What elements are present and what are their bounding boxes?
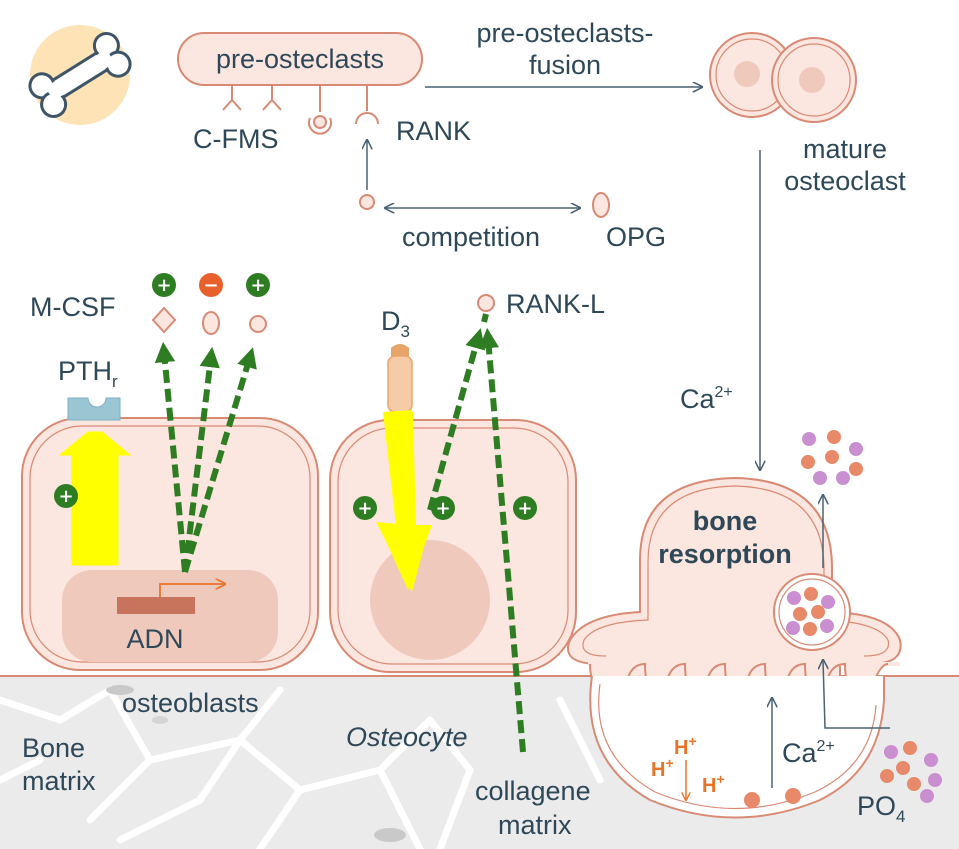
- mature-osteoclast-label-line2: osteoclast: [784, 166, 906, 196]
- m-csf-icon: [151, 306, 177, 334]
- lacuna-mineral-1: [744, 792, 760, 808]
- mineral-vesicle-icon: [773, 573, 851, 651]
- d3-label: D3: [381, 306, 410, 341]
- rank-l-label: RANK-L: [506, 289, 605, 319]
- mature-osteoclast-label-line1: mature: [803, 134, 887, 164]
- plus-badge-mcsf: +: [152, 273, 176, 297]
- green-arrow-collagen-rankl: [478, 327, 526, 753]
- svg-text:+: +: [517, 498, 532, 519]
- adn-label: ADN: [126, 624, 183, 654]
- osteocyte-cell: [329, 419, 577, 673]
- collagene-matrix-label-line2: matrix: [498, 810, 572, 840]
- osteoblasts-label: osteoblasts: [122, 688, 259, 718]
- rank-l-top-icon: [477, 294, 495, 312]
- plus-badge-osteocyte-3: +: [513, 496, 537, 520]
- svg-text:−: −: [203, 275, 218, 296]
- minus-badge-opg: −: [199, 273, 223, 297]
- green-arrow-osteocyte-rankl: [427, 328, 486, 511]
- plus-badge-osteocyte-2: +: [431, 496, 455, 520]
- plus-badge-osteocyte-1: +: [353, 496, 377, 520]
- pre-osteoclasts-box: pre-osteclasts: [177, 32, 423, 86]
- opg-molecule-icon: [202, 311, 220, 335]
- green-arrow-opg: [182, 346, 220, 573]
- transcription-arrow-icon: [159, 584, 225, 597]
- vesicle-uptake-arrow: [823, 660, 890, 729]
- osteocyte-label: Osteocyte: [346, 722, 468, 752]
- osteoblast-cell: ADN: [21, 417, 319, 671]
- osteoblast-nucleus: [62, 570, 278, 662]
- osteocyte-nucleus: [370, 540, 490, 660]
- h-plus-label-3: H+: [702, 771, 725, 797]
- lacuna-mineral-2: [785, 788, 801, 804]
- fusion-label-line2: fusion: [529, 50, 601, 80]
- d3-receptor-icon: [387, 344, 413, 413]
- opg-icon: [592, 192, 610, 218]
- bone-matrix-label-line2: matrix: [22, 766, 96, 796]
- bone-matrix-label-line1: Bone: [22, 733, 85, 763]
- rank-l-molecule-icon: [249, 315, 267, 333]
- fusion-label-line1: pre-osteclasts-: [476, 18, 653, 48]
- collagene-matrix-label-line1: collagene: [475, 776, 591, 806]
- plus-badge-osteoblast: +: [54, 484, 78, 508]
- ca2-bottom-label: Ca2+: [782, 738, 835, 768]
- svg-text:+: +: [156, 275, 171, 296]
- m-csf-label: M-CSF: [30, 292, 115, 322]
- bone-icon: [28, 25, 132, 125]
- c-fms-label: C-FMS: [193, 124, 278, 154]
- h-plus-label-2: H+: [651, 755, 674, 781]
- svg-text:+: +: [357, 498, 372, 519]
- adn-gene-icon: [117, 597, 195, 614]
- pre-osteoclasts-label: pre-osteclasts: [216, 44, 384, 74]
- receptor-bound-icon: [308, 86, 332, 135]
- po4-minerals-icon: [880, 741, 942, 803]
- svg-text:+: +: [58, 486, 73, 507]
- mature-osteoclast-icon: [709, 32, 857, 123]
- competition-label: competition: [402, 222, 540, 252]
- green-arrow-rankl-top: [481, 313, 489, 323]
- rank-l-ligand-icon: [359, 194, 375, 210]
- rank-label: RANK: [396, 116, 471, 146]
- c-fms-receptor-icon: [222, 86, 282, 111]
- po4-label: PO4: [857, 791, 905, 826]
- ca2-top-label: Ca2+: [680, 384, 733, 414]
- rank-receptor-icon: [355, 86, 379, 125]
- released-minerals-icon: [801, 430, 863, 485]
- opg-label: OPG: [606, 222, 666, 252]
- bone-resorption-label-line1: bone: [693, 506, 758, 536]
- bone-resorption-label-line2: resorption: [658, 539, 792, 569]
- green-signal-arrows: [154, 313, 526, 753]
- pth-label: PTHr: [58, 356, 118, 391]
- plus-badge-rankl: +: [246, 273, 270, 297]
- h-plus-label-1: H+: [674, 733, 697, 759]
- svg-text:+: +: [435, 498, 450, 519]
- svg-text:+: +: [250, 275, 265, 296]
- pth-receptor-icon: [67, 397, 121, 421]
- resorption-lacuna: [589, 675, 885, 819]
